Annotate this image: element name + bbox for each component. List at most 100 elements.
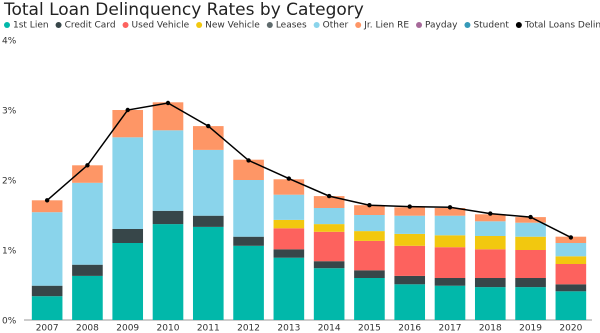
bar-segment xyxy=(233,245,264,320)
bar-segment xyxy=(112,243,144,320)
chart-title: Total Loan Delinquency Rates by Category xyxy=(3,0,364,20)
bar-segment xyxy=(515,217,546,223)
bar-segment xyxy=(31,212,63,286)
line-point xyxy=(286,176,292,181)
legend-label: Credit Card xyxy=(65,21,116,31)
bar-segment xyxy=(515,222,546,237)
legend-swatch xyxy=(355,22,362,28)
line-point xyxy=(326,193,332,199)
legend-label: Student xyxy=(473,21,509,31)
legend-label: 1st Lien xyxy=(13,21,49,31)
bar-segment xyxy=(313,224,345,232)
bar-segment xyxy=(354,270,385,278)
bar-segment xyxy=(313,208,345,225)
line-point xyxy=(528,214,533,220)
bar-segment xyxy=(515,287,546,320)
y-tick-label: 4% xyxy=(2,37,17,47)
x-tick-label: 2014 xyxy=(318,324,341,333)
x-tick-label: 2015 xyxy=(358,324,381,333)
bar-segment xyxy=(555,284,587,292)
bar-segment xyxy=(72,275,103,320)
bar-segment xyxy=(152,130,184,211)
y-tick-label: 2% xyxy=(2,177,17,187)
line-point xyxy=(407,204,412,209)
legend-swatch xyxy=(313,22,320,28)
bar-segment xyxy=(474,214,506,222)
bar-segment xyxy=(555,243,587,257)
x-tick-label: 2019 xyxy=(519,324,542,333)
x-tick-label: 2009 xyxy=(116,324,139,333)
bar-segment xyxy=(233,236,264,246)
bar-segment xyxy=(354,231,385,241)
line-point xyxy=(246,158,251,163)
x-tick-label: 2017 xyxy=(439,324,462,333)
bar-segment xyxy=(434,278,466,286)
bar-segment xyxy=(72,182,103,265)
legend-label: Total Loans Delinquent xyxy=(524,21,600,31)
bar-segment xyxy=(273,219,305,229)
bar-segment xyxy=(555,291,587,320)
bar-segment xyxy=(233,180,264,237)
x-tick-label: 2016 xyxy=(398,324,421,333)
bar-segment xyxy=(192,126,224,150)
bar-segment xyxy=(434,215,466,236)
total-line xyxy=(46,102,572,239)
bar-segment xyxy=(192,215,224,227)
x-tick-label: 2007 xyxy=(36,324,59,333)
bar-segment xyxy=(354,240,385,271)
bar-segment xyxy=(515,250,546,278)
bar-segment xyxy=(474,221,506,236)
legend-swatch xyxy=(515,22,522,28)
x-tick-label: 2011 xyxy=(197,324,220,333)
y-tick-label: 1% xyxy=(2,247,17,257)
bar-segment xyxy=(313,268,345,320)
bar-segment xyxy=(354,278,385,320)
bar-segment xyxy=(72,165,103,183)
line-point xyxy=(488,211,493,216)
bar-segment xyxy=(152,102,184,131)
bar-segment xyxy=(273,249,305,258)
line-point xyxy=(206,123,211,129)
bar-segment xyxy=(273,228,305,250)
bar-segment xyxy=(434,235,466,248)
legend-label: Leases xyxy=(276,21,307,31)
bar-segment xyxy=(273,257,305,320)
bar-segment xyxy=(273,179,305,195)
legend-swatch xyxy=(464,22,471,28)
bar-segment xyxy=(434,208,466,216)
bar-segment xyxy=(394,207,426,216)
bar-segment xyxy=(474,278,506,288)
bar-segment xyxy=(72,264,103,276)
y-tick-label: 3% xyxy=(2,107,17,117)
line-point xyxy=(447,205,453,210)
legend-swatch xyxy=(196,22,203,28)
line-point xyxy=(125,107,130,113)
legend-swatch xyxy=(4,22,10,28)
bar-segment xyxy=(474,236,506,250)
bar-segment xyxy=(555,236,587,243)
bar-segment xyxy=(354,205,385,215)
bar-segment xyxy=(313,261,345,269)
bar-segment xyxy=(394,233,426,246)
x-tick-label: 2013 xyxy=(277,324,300,333)
line-point xyxy=(85,163,90,168)
legend-swatch xyxy=(416,22,423,28)
legend-swatch xyxy=(266,22,273,28)
bar-segment xyxy=(31,296,63,320)
bar-segment xyxy=(233,159,264,180)
x-tick-label: 2020 xyxy=(559,324,582,333)
bar-segment xyxy=(112,229,144,243)
bar-segment xyxy=(192,149,224,216)
x-tick-label: 2012 xyxy=(237,324,260,333)
legend-label: Used Vehicle xyxy=(132,21,190,31)
bar-segment xyxy=(394,215,426,234)
y-tick-label: 0% xyxy=(2,317,17,327)
bar-segment xyxy=(152,224,184,320)
line-point xyxy=(568,235,574,240)
bar-segment xyxy=(474,287,506,320)
bar-segment xyxy=(515,236,546,250)
bar-segment xyxy=(555,264,587,285)
line-point xyxy=(367,203,372,208)
